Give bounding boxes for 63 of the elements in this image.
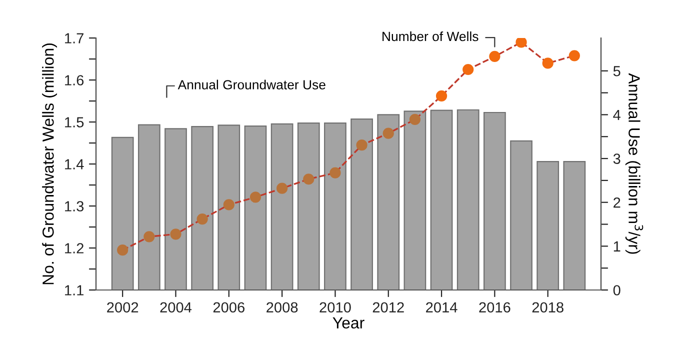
point xyxy=(144,231,155,242)
x-tick-label: 2012 xyxy=(372,302,404,313)
point xyxy=(250,192,262,203)
x-tick-label: 2018 xyxy=(532,302,564,313)
x-tick-label: 2010 xyxy=(320,302,351,313)
y-tick-label: 1.7 xyxy=(65,33,84,44)
x-tick-label: 2002 xyxy=(107,302,138,313)
y-tick-label: 1.5 xyxy=(65,117,84,128)
point xyxy=(489,50,500,62)
y2-tick-label: 3 xyxy=(613,154,620,164)
bar xyxy=(484,112,506,290)
y-axis-title: No. of Groundwater Wells (million) xyxy=(42,44,57,284)
point xyxy=(117,244,128,256)
y-tick-label: 1.6 xyxy=(65,75,84,86)
bar xyxy=(138,124,160,290)
bar xyxy=(111,136,134,290)
y2-axis-title: Annual Use (billion m$^{3}$/yr) xyxy=(625,73,644,254)
point xyxy=(516,38,527,48)
annotation: Number of Wells xyxy=(382,31,478,42)
y-tick-label: 1.2 xyxy=(65,243,84,254)
point xyxy=(436,90,448,102)
x-tick-label: 2006 xyxy=(213,302,244,313)
x-tick-label: 2014 xyxy=(426,302,458,313)
point xyxy=(196,213,208,225)
point xyxy=(409,114,421,126)
bar xyxy=(536,161,560,290)
bar xyxy=(324,122,346,290)
point xyxy=(303,174,314,185)
y-tick-label: 1.4 xyxy=(65,159,84,170)
bar xyxy=(456,109,480,290)
point xyxy=(356,140,368,151)
bar xyxy=(430,110,453,290)
y-tick-label: 1.1 xyxy=(65,285,84,296)
bar xyxy=(270,123,294,290)
x-tick-label: 2008 xyxy=(266,302,298,313)
y2-tick-label: 4 xyxy=(613,110,620,120)
y2-tick-label: 2 xyxy=(614,197,620,208)
bar xyxy=(404,110,426,290)
bar xyxy=(377,114,400,290)
point xyxy=(542,58,554,69)
x-axis-title: Year xyxy=(332,317,364,329)
annotation: Annual Groundwater Use xyxy=(178,80,326,90)
x-tick-label: 2016 xyxy=(479,302,510,313)
point xyxy=(276,182,288,194)
bar xyxy=(297,122,320,290)
bar xyxy=(350,118,373,290)
y2-tick-label: 0 xyxy=(613,285,620,296)
y2-tick-label: 5 xyxy=(613,66,620,76)
point xyxy=(330,167,341,178)
point xyxy=(223,199,234,210)
point xyxy=(462,64,474,76)
bar xyxy=(218,124,240,290)
bar xyxy=(510,140,532,290)
y2-tick-label: 1 xyxy=(614,241,620,252)
bar xyxy=(563,161,586,290)
point xyxy=(568,50,580,62)
bar xyxy=(191,126,214,290)
point xyxy=(382,128,394,139)
y-tick-label: 1.3 xyxy=(65,201,84,212)
bar xyxy=(164,128,187,290)
x-tick-label: 2004 xyxy=(160,302,192,313)
bar xyxy=(244,126,267,290)
point xyxy=(170,228,182,240)
